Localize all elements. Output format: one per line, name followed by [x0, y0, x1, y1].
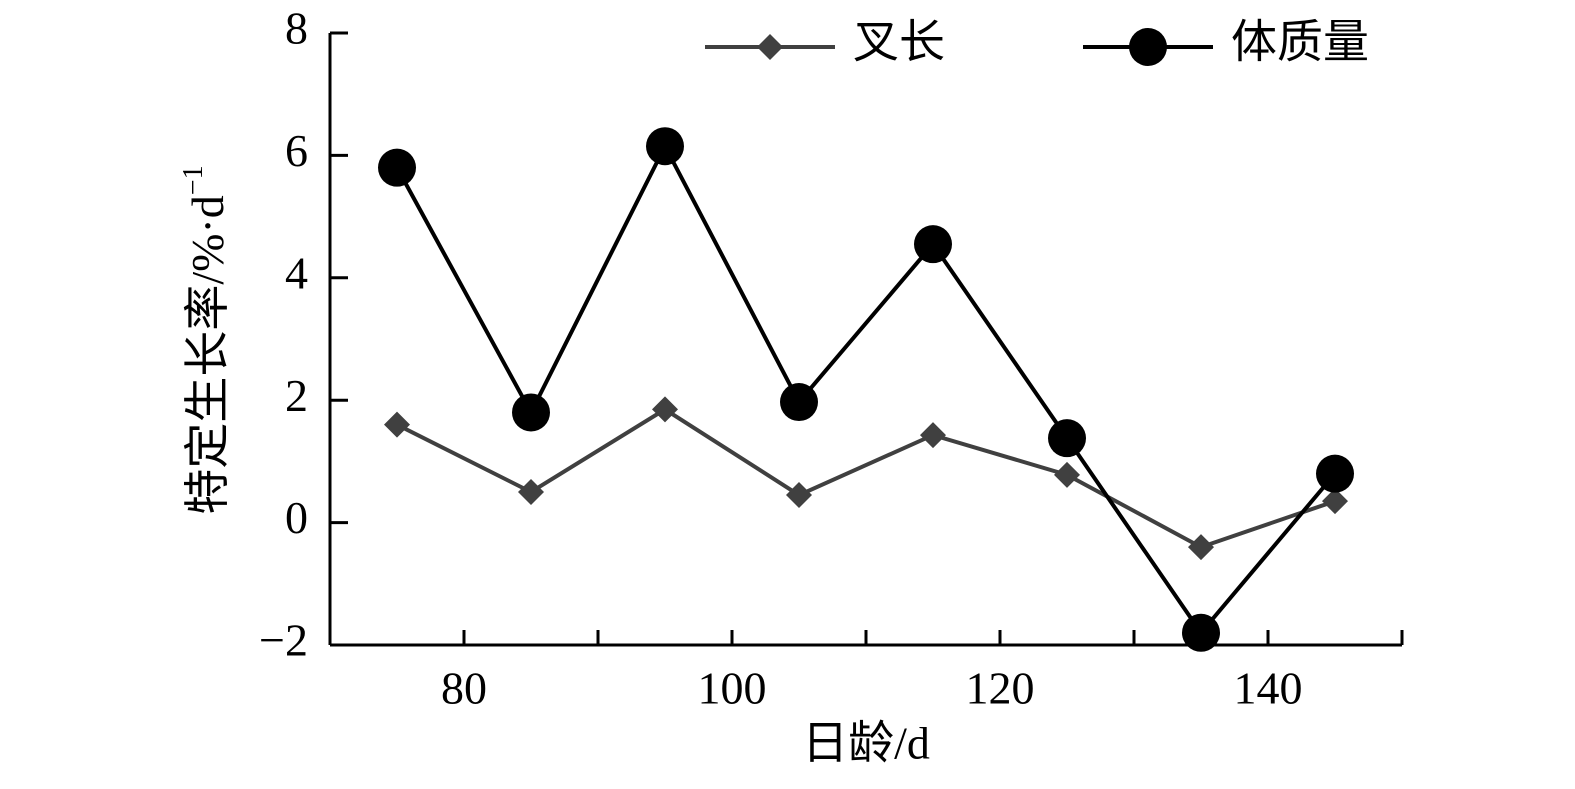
series-line: [395, 141, 1337, 637]
y-tick-label: −2: [259, 615, 308, 666]
y-tick-label: 8: [285, 3, 308, 54]
x-tick-label: 80: [441, 663, 487, 714]
y-tick-label: 6: [285, 125, 308, 176]
y-tick-label: 0: [285, 492, 308, 543]
legend-marker: [1129, 28, 1167, 66]
data-point: [384, 411, 410, 438]
data-point: [378, 148, 416, 187]
y-axis-label-group: 特定生长率/%·d−1: [178, 165, 232, 514]
x-tick-label: 100: [698, 663, 767, 714]
data-point: [1054, 461, 1080, 488]
data-point: [512, 393, 550, 432]
data-point: [914, 225, 952, 264]
data-point: [1048, 419, 1086, 458]
legend-label: 叉长: [853, 17, 945, 68]
y-axis-label: 特定生长率/%·d−1: [178, 165, 232, 514]
legend-marker: [757, 34, 783, 60]
data-point: [1188, 534, 1214, 561]
y-tick-label: 2: [285, 370, 308, 421]
data-point: [652, 396, 678, 423]
data-point: [518, 479, 544, 505]
series-line: [396, 407, 1336, 550]
data-point: [920, 422, 946, 449]
x-tick-label: 120: [966, 663, 1035, 714]
data-point: [1182, 613, 1220, 652]
data-point: [780, 383, 818, 422]
y-axis-label-sup: −1: [178, 165, 209, 195]
y-axis-label-main: 特定生长率/%·d: [182, 195, 233, 514]
y-tick-label: 4: [285, 247, 308, 298]
legend-label: 体质量: [1231, 17, 1369, 68]
x-axis-label: 日龄/d: [802, 718, 930, 769]
data-point: [1316, 454, 1354, 493]
data-point: [646, 127, 684, 166]
data-point: [1322, 488, 1348, 515]
x-tick-label: 140: [1234, 663, 1303, 714]
data-point: [786, 482, 812, 509]
